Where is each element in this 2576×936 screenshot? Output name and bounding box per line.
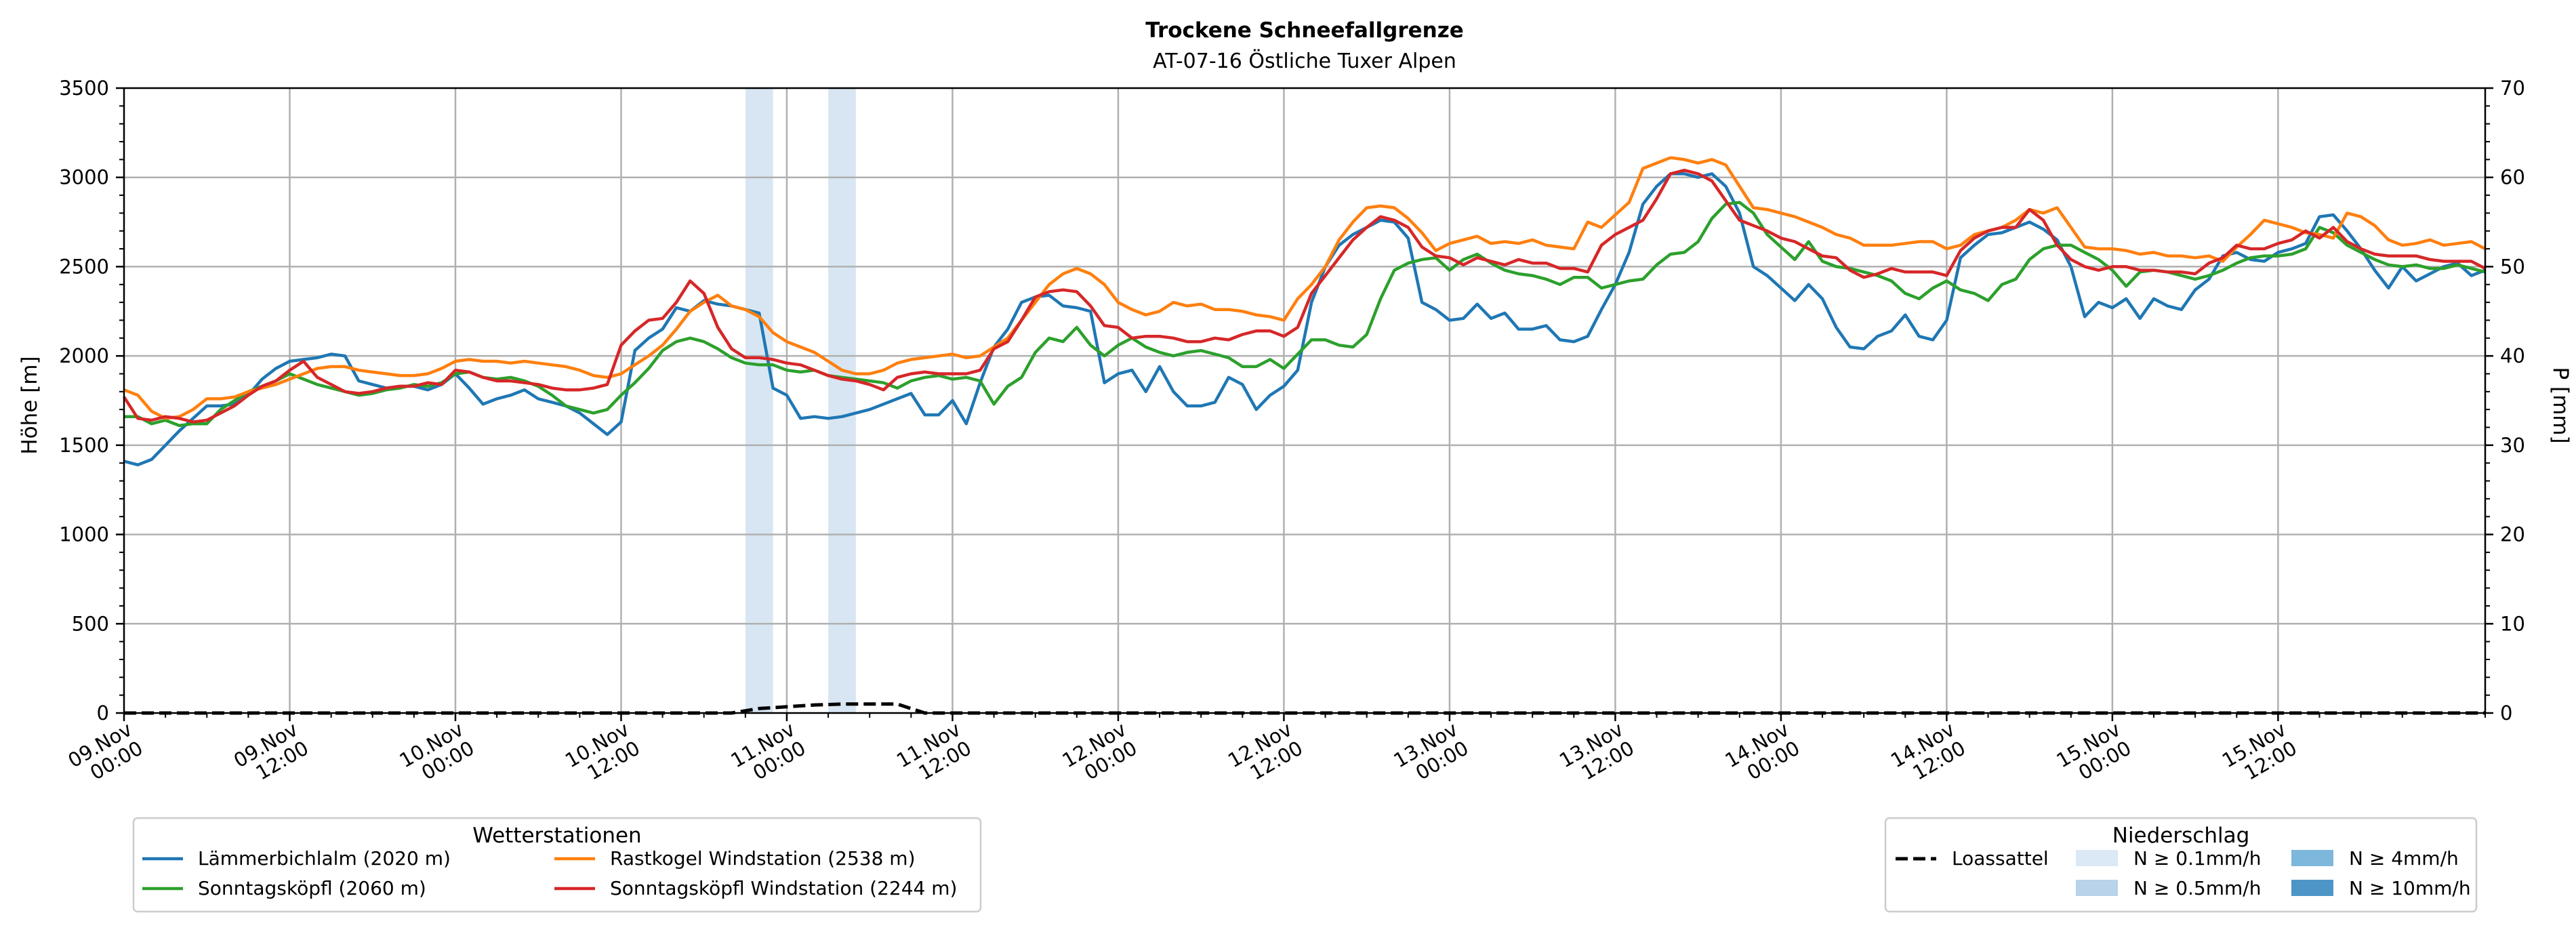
legend-swatch-precip-1 <box>2076 850 2118 866</box>
y2-tick-label-3: 30 <box>2500 434 2525 457</box>
legend-label-precip-2: N ≥ 4mm/h <box>2349 847 2459 870</box>
chart-title: Trockene Schneefallgrenze <box>1145 18 1464 43</box>
legend-label-precip-4: N ≥ 10mm/h <box>2349 877 2471 899</box>
precip-band-1 <box>745 88 773 713</box>
series-line-3 <box>123 156 2487 420</box>
plot-area: 0 500 1000 1500 2000 2500 3000 3500 0 10 20 30 40 50 6… <box>59 77 2525 913</box>
y2-tick-label-7: 70 <box>2500 77 2525 100</box>
precip-line-loassattel <box>124 702 2485 715</box>
plot-frame <box>123 87 2487 714</box>
legend-label-2: Sonntagsköpfl (2060 m) <box>198 877 426 899</box>
legend-stations-box <box>132 817 982 913</box>
y-axis-label: Höhe [m] <box>18 356 42 454</box>
y2-tick-label-2: 20 <box>2500 523 2525 546</box>
series-line-2 <box>124 201 2486 428</box>
legend-stations-title: Wetterstationen <box>472 823 641 848</box>
legend-swatch-precip-3 <box>2076 880 2118 896</box>
y-tick-label-3: 1500 <box>59 434 109 457</box>
legend-swatch-precip-2 <box>2291 850 2333 866</box>
legend-label-1: Lämmerbichlalm (2020 m) <box>198 847 451 870</box>
y-tick-label-0: 0 <box>97 701 109 725</box>
legend-label-precip-1: N ≥ 0.1mm/h <box>2133 847 2261 870</box>
y2-tick-label-0: 0 <box>2500 701 2512 725</box>
legend-label-loassattel: Loassattel <box>1952 847 2049 870</box>
legend-label-4: Sonntagsköpfl Windstation (2244 m) <box>610 877 957 899</box>
y-tick-label-7: 3500 <box>59 77 109 100</box>
y2-tick-label-6: 60 <box>2500 166 2525 189</box>
y-tick-label-2: 1000 <box>59 523 109 546</box>
y2-tick-label-4: 40 <box>2500 344 2525 367</box>
y-tick-label-5: 2500 <box>59 255 109 278</box>
y-tick-label-4: 2000 <box>59 344 109 367</box>
legend-label-3: Rastkogel Windstation (2538 m) <box>610 847 916 870</box>
series-line-1 <box>123 172 2486 467</box>
legend-precip-title: Niederschlag <box>2112 823 2250 848</box>
series-line-4 <box>123 168 2487 424</box>
y2-axis-label: P [mm] <box>2548 367 2573 443</box>
y2-tick-label-5: 50 <box>2500 255 2525 278</box>
legend-swatch-precip-4 <box>2291 880 2333 896</box>
chart-subtitle: AT-07-16 Östliche Tuxer Alpen <box>1153 49 1456 73</box>
y2-tick-label-1: 10 <box>2500 612 2525 635</box>
legend-label-precip-3: N ≥ 0.5mm/h <box>2133 877 2261 899</box>
y-tick-label-1: 500 <box>72 612 109 635</box>
precip-band-2 <box>828 88 856 713</box>
y-tick-label-6: 3000 <box>59 166 109 189</box>
